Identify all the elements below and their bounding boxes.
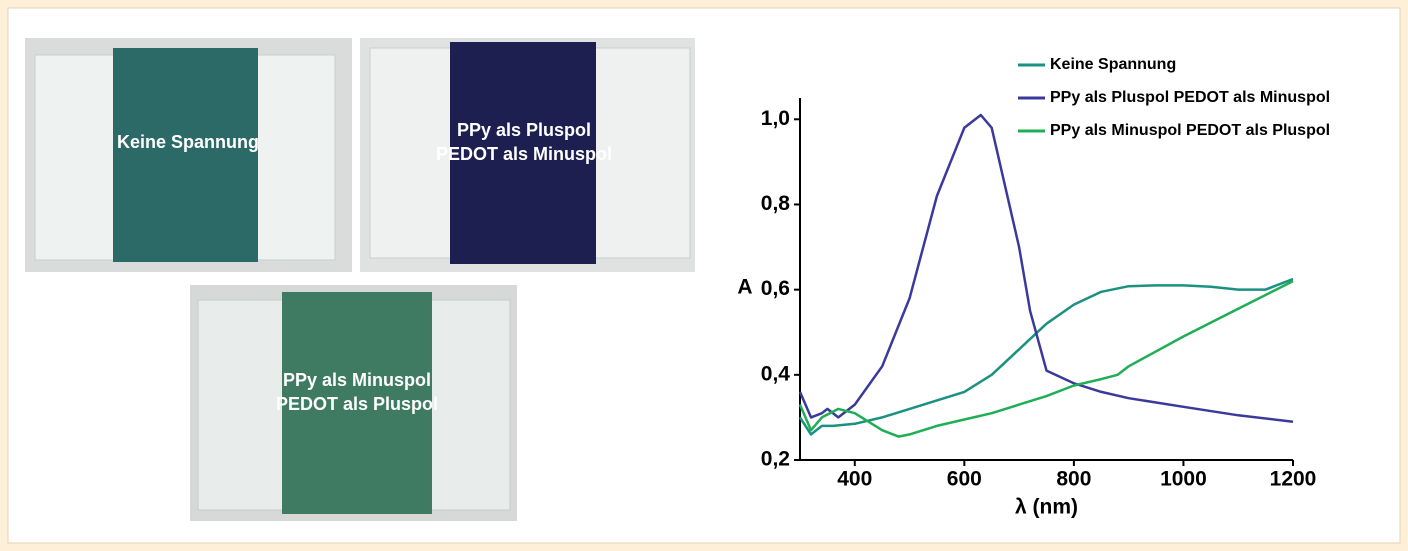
y-axis-label: A bbox=[737, 276, 752, 299]
y-tick-label: 0,8 bbox=[761, 192, 791, 215]
data-line bbox=[798, 279, 1294, 438]
x-axis-label: λ (nm) bbox=[1015, 496, 1078, 519]
y-tick-label: 0,6 bbox=[761, 277, 790, 300]
photo bbox=[25, 38, 352, 272]
x-tick-label: 600 bbox=[947, 468, 982, 491]
x-tick-label: 1000 bbox=[1160, 468, 1207, 491]
y-tick-label: 0,4 bbox=[761, 362, 791, 385]
photo bbox=[360, 38, 695, 272]
data-line bbox=[798, 277, 1294, 436]
photo-label: PEDOT als Minuspol bbox=[436, 144, 612, 164]
photo-label: PPy als Pluspol bbox=[457, 120, 591, 140]
legend-label: PPy als Minuspol PEDOT als Pluspol bbox=[1050, 122, 1330, 139]
x-tick-label: 1200 bbox=[1270, 468, 1317, 491]
x-tick-label: 800 bbox=[1056, 468, 1091, 491]
photo-labels: Keine Spannung PPy als Pluspol PEDOT als M… bbox=[117, 120, 612, 414]
legend-label: Keine Spannung bbox=[1050, 56, 1176, 73]
photo bbox=[190, 285, 517, 521]
photo-label: PPy als Minuspol bbox=[283, 370, 431, 390]
legend-label: PPy als Pluspol PEDOT als Minuspol bbox=[1050, 89, 1330, 106]
photo-label: PEDOT als Pluspol bbox=[276, 394, 438, 414]
chart: 0,2 0,4 0,6 0,8 1,0 400 600 800 1000 1200 Aλ (nm) K… bbox=[737, 56, 1330, 518]
y-tick-label: 1,0 bbox=[761, 107, 790, 130]
y-tick-label: 0,2 bbox=[761, 448, 790, 471]
photo-label: Keine Spannung bbox=[117, 132, 259, 152]
x-tick-label: 400 bbox=[837, 468, 872, 491]
